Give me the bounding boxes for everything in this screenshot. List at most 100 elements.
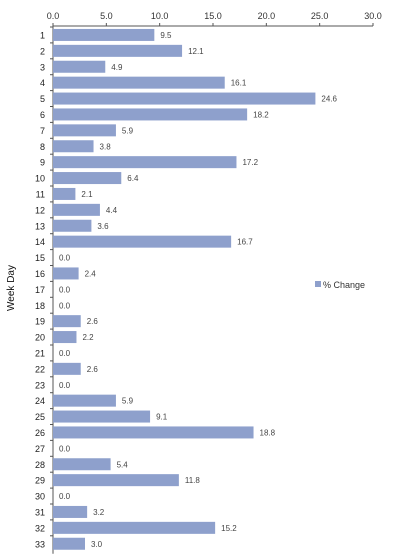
data-label: 9.1 (156, 413, 168, 422)
bar (53, 267, 79, 280)
category-label: 16 (35, 269, 45, 279)
category-label: 9 (40, 158, 45, 168)
data-label: 16.1 (231, 79, 247, 88)
data-label: 0.0 (59, 254, 71, 263)
bar (53, 60, 106, 73)
bar (53, 140, 94, 153)
category-label: 33 (35, 539, 45, 549)
category-label: 4 (40, 78, 45, 88)
category-label: 22 (35, 364, 45, 374)
legend: % Change (315, 280, 365, 290)
bar (53, 505, 88, 518)
category-label: 11 (36, 189, 45, 199)
bar (53, 219, 92, 232)
category-label: 3 (40, 62, 45, 72)
bar (53, 203, 100, 216)
data-label: 0.0 (59, 444, 71, 453)
data-label: 9.5 (160, 31, 172, 40)
data-label: 4.9 (111, 63, 123, 72)
category-label: 17 (35, 285, 45, 295)
data-labels: 9.5 12.1 4.9 16.1 24.6 18.2 5.9 3.8 17.2 6.4 2.1 4.… (59, 31, 338, 549)
bar (53, 76, 225, 89)
category-label: 13 (35, 221, 45, 231)
bar (53, 537, 85, 550)
category-label: 12 (35, 205, 45, 215)
data-label: 0.0 (59, 285, 71, 294)
data-label: 2.4 (85, 269, 97, 278)
data-label: 24.6 (321, 95, 337, 104)
legend-swatch (315, 281, 321, 287)
category-label: 29 (35, 476, 45, 486)
legend-label: % Change (323, 280, 365, 290)
category-label: 25 (35, 412, 45, 422)
category-label: 18 (35, 301, 45, 311)
bar (53, 362, 81, 375)
data-label: 0.0 (59, 381, 71, 390)
data-label: 0.0 (59, 492, 71, 501)
data-label: 3.2 (93, 508, 105, 517)
bar (53, 410, 151, 423)
data-label: 0.0 (59, 301, 71, 310)
data-label: 17.2 (242, 158, 258, 167)
data-label: 4.4 (106, 206, 118, 215)
data-label: 5.9 (122, 126, 134, 135)
bar (53, 331, 77, 344)
bar (53, 28, 155, 41)
x-tick-label: 20.0 (258, 11, 276, 21)
category-label: 32 (35, 523, 45, 533)
data-label: 0.0 (59, 349, 71, 358)
bar (53, 187, 76, 200)
data-label: 6.4 (127, 174, 139, 183)
bar (53, 426, 254, 439)
bar (53, 172, 122, 185)
x-tick-label: 30.0 (364, 11, 382, 21)
data-label: 2.2 (82, 333, 94, 342)
data-label: 11.8 (185, 476, 201, 485)
category-label: 23 (35, 380, 45, 390)
bar (53, 156, 237, 169)
category-labels: 1234567891011121314151617181920212223242… (35, 30, 45, 549)
x-tick-label: 5.0 (100, 11, 113, 21)
data-label: 2.1 (81, 190, 93, 199)
data-label: 15.2 (221, 524, 237, 533)
category-label: 26 (35, 428, 45, 438)
data-label: 16.7 (237, 238, 253, 247)
data-label: 12.1 (188, 47, 204, 56)
category-label: 15 (35, 253, 45, 263)
category-label: 27 (35, 444, 45, 454)
category-label: 21 (35, 348, 45, 358)
category-label: 2 (40, 46, 45, 56)
data-label: 3.6 (97, 222, 109, 231)
x-tick-label: 10.0 (151, 11, 169, 21)
data-label: 18.8 (260, 428, 276, 437)
category-label: 1 (40, 30, 45, 40)
bar (53, 521, 216, 534)
bar (53, 124, 116, 137)
category-label: 10 (35, 174, 45, 184)
data-label: 5.4 (117, 460, 129, 469)
category-label: 31 (35, 507, 45, 517)
data-label: 3.0 (91, 540, 103, 549)
bar (53, 315, 81, 328)
data-label: 5.9 (122, 397, 134, 406)
category-label: 19 (35, 317, 45, 327)
bar (53, 394, 116, 407)
bar (53, 108, 248, 121)
category-label: 28 (35, 460, 45, 470)
category-label: 20 (35, 333, 45, 343)
category-label: 24 (35, 396, 45, 406)
bar (53, 44, 183, 57)
x-tick-label: 25.0 (311, 11, 329, 21)
bar (53, 235, 232, 248)
bar (53, 474, 179, 487)
category-label: 8 (40, 142, 45, 152)
x-tick-label: 15.0 (204, 11, 222, 21)
category-label: 30 (35, 492, 45, 502)
bar (53, 458, 111, 471)
category-label: 6 (40, 110, 45, 120)
bars (53, 28, 316, 550)
category-label: 5 (40, 94, 45, 104)
data-label: 3.8 (100, 142, 112, 151)
y-axis-title: Week Day (6, 265, 17, 311)
